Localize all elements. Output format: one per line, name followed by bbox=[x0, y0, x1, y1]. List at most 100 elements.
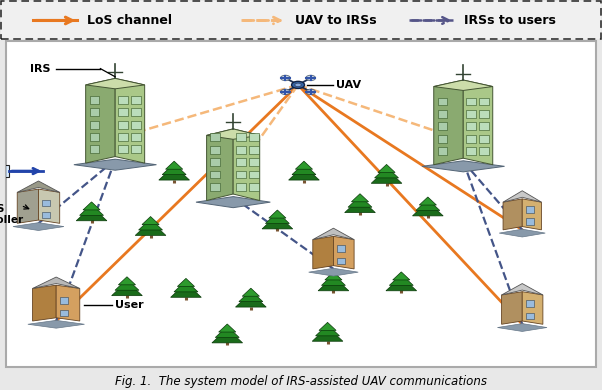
Polygon shape bbox=[433, 80, 492, 90]
Polygon shape bbox=[419, 197, 436, 205]
Bar bbox=[131, 96, 140, 104]
Bar bbox=[90, 145, 99, 153]
Bar bbox=[236, 158, 246, 166]
Bar bbox=[526, 218, 534, 225]
Polygon shape bbox=[319, 323, 336, 330]
Bar bbox=[438, 98, 447, 105]
Polygon shape bbox=[412, 202, 443, 216]
Bar bbox=[60, 310, 68, 316]
Bar bbox=[42, 212, 51, 218]
Bar bbox=[479, 147, 489, 155]
Polygon shape bbox=[464, 80, 492, 165]
Text: UAV to IRSs: UAV to IRSs bbox=[295, 14, 377, 27]
Polygon shape bbox=[242, 288, 259, 296]
Polygon shape bbox=[315, 324, 340, 336]
Polygon shape bbox=[28, 320, 84, 328]
Polygon shape bbox=[85, 78, 115, 163]
Bar bbox=[236, 133, 246, 141]
Circle shape bbox=[306, 89, 315, 94]
Polygon shape bbox=[501, 292, 523, 324]
Polygon shape bbox=[523, 199, 541, 230]
Polygon shape bbox=[39, 189, 60, 223]
Bar bbox=[118, 145, 128, 153]
Polygon shape bbox=[115, 279, 139, 290]
Polygon shape bbox=[389, 274, 413, 285]
Polygon shape bbox=[33, 285, 56, 321]
Polygon shape bbox=[422, 161, 504, 172]
Polygon shape bbox=[206, 129, 233, 200]
Polygon shape bbox=[393, 272, 410, 280]
Circle shape bbox=[281, 89, 290, 94]
Bar bbox=[479, 122, 489, 130]
Bar bbox=[249, 133, 258, 141]
Polygon shape bbox=[212, 328, 243, 343]
Polygon shape bbox=[325, 272, 342, 280]
Bar bbox=[131, 121, 140, 129]
Text: LoS channel: LoS channel bbox=[87, 14, 172, 27]
Bar bbox=[118, 96, 128, 104]
Polygon shape bbox=[17, 189, 39, 223]
Bar bbox=[131, 133, 140, 141]
Polygon shape bbox=[503, 191, 541, 202]
Bar bbox=[438, 135, 447, 143]
Polygon shape bbox=[386, 277, 417, 291]
Polygon shape bbox=[13, 223, 64, 230]
Polygon shape bbox=[371, 169, 402, 183]
Polygon shape bbox=[309, 268, 358, 276]
Bar bbox=[210, 146, 220, 154]
Text: IRS: IRS bbox=[29, 64, 50, 74]
Circle shape bbox=[306, 75, 315, 81]
Bar bbox=[90, 121, 99, 129]
Bar bbox=[210, 170, 220, 178]
Polygon shape bbox=[352, 194, 368, 202]
Polygon shape bbox=[433, 80, 464, 165]
Bar bbox=[210, 133, 220, 141]
Polygon shape bbox=[138, 219, 163, 230]
Bar bbox=[90, 96, 99, 104]
Polygon shape bbox=[416, 199, 440, 211]
Text: Fig. 1.  The system model of IRS-assisted UAV communications: Fig. 1. The system model of IRS-assisted… bbox=[115, 375, 487, 388]
Polygon shape bbox=[119, 277, 135, 285]
Polygon shape bbox=[111, 281, 142, 296]
Bar bbox=[118, 108, 128, 116]
Polygon shape bbox=[374, 167, 399, 178]
Bar bbox=[210, 158, 220, 166]
Text: User: User bbox=[115, 300, 144, 310]
Bar bbox=[249, 158, 258, 166]
Bar bbox=[210, 183, 220, 191]
Polygon shape bbox=[334, 236, 354, 269]
Polygon shape bbox=[142, 216, 159, 225]
Bar bbox=[466, 135, 476, 143]
Bar bbox=[466, 122, 476, 130]
Polygon shape bbox=[85, 78, 144, 89]
Text: IRSs to users: IRSs to users bbox=[464, 14, 556, 27]
Bar bbox=[249, 170, 258, 178]
Polygon shape bbox=[115, 78, 144, 163]
Polygon shape bbox=[162, 163, 186, 175]
Polygon shape bbox=[296, 161, 312, 169]
Bar bbox=[479, 110, 489, 118]
Text: UAV: UAV bbox=[337, 80, 362, 90]
Bar bbox=[118, 121, 128, 129]
Bar bbox=[337, 245, 346, 252]
Bar bbox=[249, 146, 258, 154]
Bar bbox=[438, 110, 447, 118]
Polygon shape bbox=[233, 129, 259, 200]
Bar bbox=[249, 183, 258, 191]
Polygon shape bbox=[292, 163, 316, 175]
Polygon shape bbox=[523, 292, 543, 324]
Bar bbox=[60, 297, 68, 304]
Polygon shape bbox=[216, 326, 239, 337]
Bar bbox=[90, 133, 99, 141]
Polygon shape bbox=[174, 281, 198, 292]
Bar bbox=[42, 200, 51, 206]
Bar bbox=[0, 166, 7, 177]
Circle shape bbox=[295, 83, 301, 87]
Polygon shape bbox=[219, 324, 236, 332]
Bar bbox=[466, 98, 476, 105]
Bar bbox=[131, 145, 140, 153]
Bar bbox=[438, 147, 447, 155]
Bar bbox=[466, 147, 476, 155]
Polygon shape bbox=[497, 324, 547, 332]
Polygon shape bbox=[83, 202, 100, 210]
